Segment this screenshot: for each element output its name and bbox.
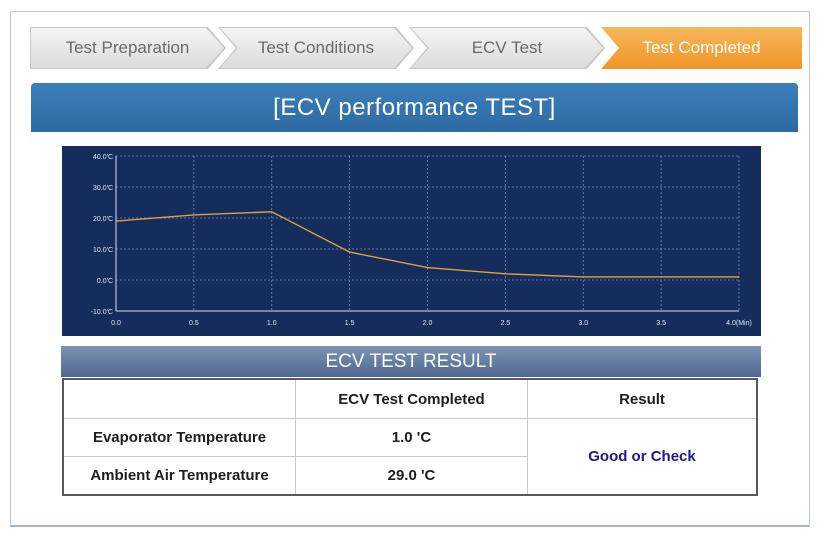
result-table: ECV Test Completed Result Evaporator Tem…: [62, 378, 758, 496]
table-row: Ambient Air Temperature 29.0 'C: [62, 456, 757, 496]
x-tick-label: 1.0: [267, 320, 277, 327]
x-tick-label: 3.0: [578, 320, 588, 327]
step-test-conditions[interactable]: Test Conditions: [220, 28, 412, 68]
x-tick-label: 4.0(Min): [726, 320, 752, 327]
page-title: [ECV performance TEST]: [31, 83, 798, 132]
temperature-chart: 40.0'C 30.0'C 20.0'C 10.0'C 0.0'C -10.0'C 0.0 0…: [62, 146, 761, 336]
y-tick-label: -10.0'C: [91, 309, 113, 316]
row-label-ambient: Ambient Air Temperature: [62, 456, 296, 496]
step-test-completed[interactable]: Test Completed: [601, 27, 802, 69]
chart-svg: 40.0'C 30.0'C 20.0'C 10.0'C 0.0'C -10.0'C 0.0 0…: [91, 154, 752, 327]
x-tick-label: 0.5: [189, 320, 199, 327]
header-cell-empty: [62, 378, 296, 419]
x-tick-label: 2.5: [501, 320, 511, 327]
result-heading: ECV TEST RESULT: [61, 346, 761, 377]
progress-steps: Test Preparation Test Conditions ECV Tes…: [30, 27, 802, 71]
x-tick-label: 1.5: [345, 320, 355, 327]
table-header-row: ECV Test Completed Result: [62, 378, 758, 419]
y-tick-label: 40.0'C: [93, 154, 113, 161]
header-cell-completed: ECV Test Completed: [295, 378, 528, 419]
row-value-evaporator: 1.0 'C: [295, 418, 528, 457]
header-cell-result: Result: [527, 378, 758, 419]
step-ecv-test[interactable]: ECV Test: [411, 28, 603, 68]
y-tick-label: 30.0'C: [93, 185, 113, 192]
x-tick-label: 3.5: [656, 320, 666, 327]
row-value-ambient: 29.0 'C: [295, 456, 528, 496]
table-row: Evaporator Temperature 1.0 'C Good or Ch…: [62, 418, 758, 496]
y-tick-label: 10.0'C: [93, 247, 113, 254]
x-tick-label: 0.0: [111, 320, 121, 327]
series-line: [115, 211, 739, 278]
row-label-evaporator: Evaporator Temperature: [62, 418, 296, 457]
step-test-preparation[interactable]: Test Preparation: [31, 28, 224, 68]
verdict-cell: Good or Check: [527, 418, 758, 496]
y-tick-label: 0.0'C: [97, 278, 113, 285]
y-tick-label: 20.0'C: [93, 216, 113, 223]
x-tick-label: 2.0: [423, 320, 433, 327]
